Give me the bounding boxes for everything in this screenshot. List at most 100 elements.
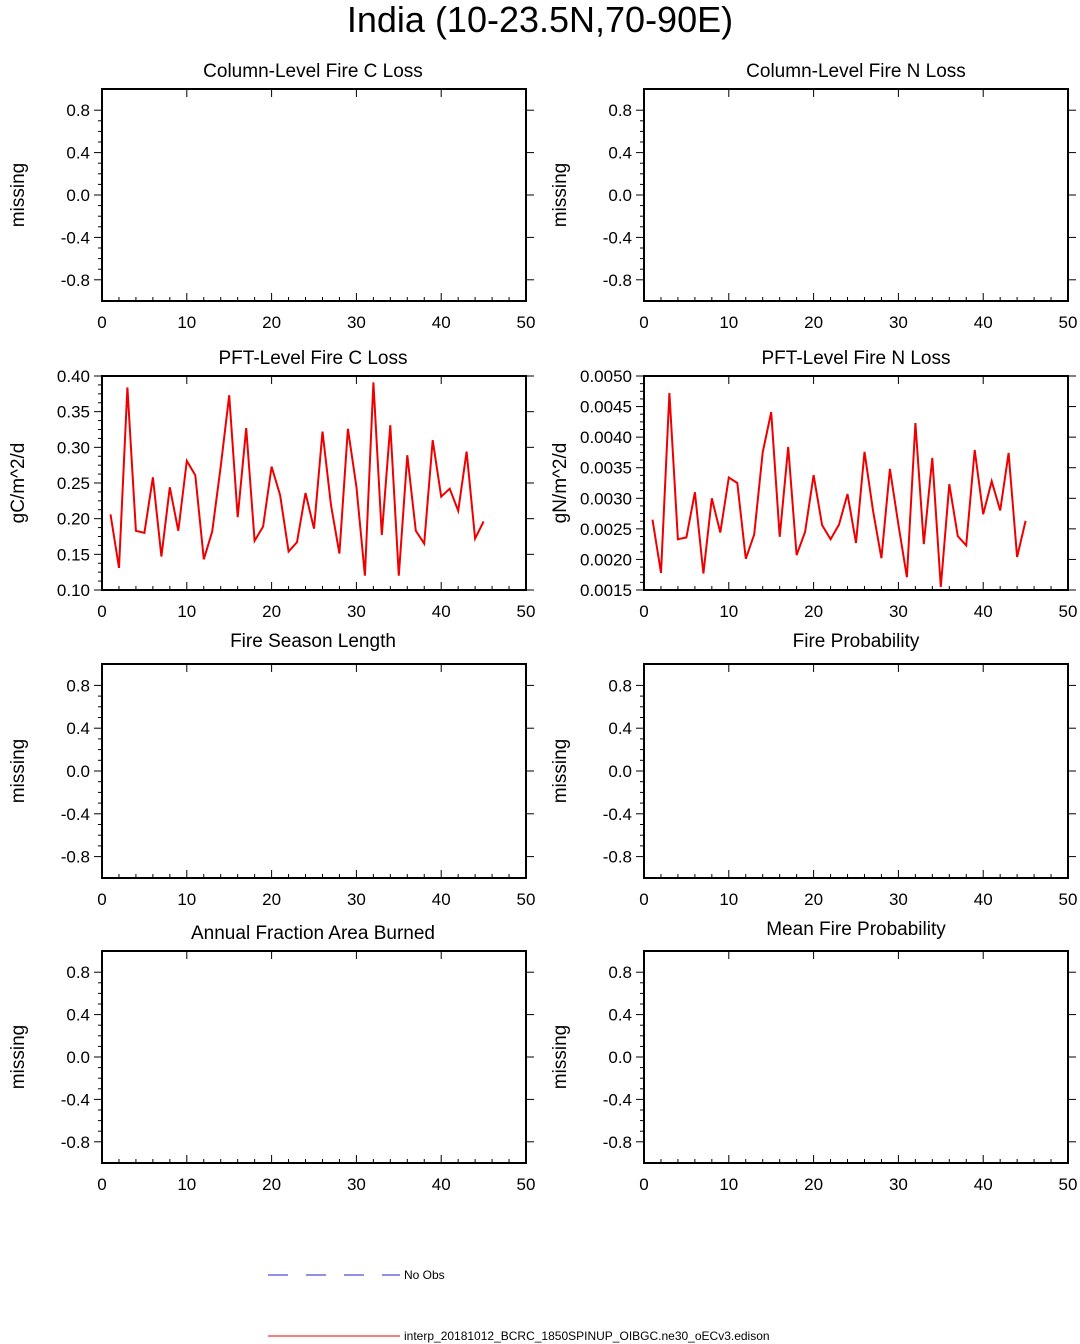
y-tick-label: 0.0 (608, 1048, 632, 1067)
plot-frame (101, 950, 527, 1164)
y-tick-label: -0.4 (61, 805, 90, 824)
y-axis-label: missing (8, 163, 29, 227)
x-tick-label: 30 (347, 890, 366, 909)
x-tick-label: 20 (262, 313, 281, 332)
legend-label-no-obs: No Obs (404, 1268, 445, 1282)
x-tick-label: 40 (432, 602, 451, 621)
y-tick-label: 0.8 (608, 676, 632, 695)
legend: No Obs interp_20181012_BCRC_1850SPINUP_O… (268, 1268, 770, 1343)
y-tick-label: 0.8 (608, 963, 632, 982)
y-tick-label: 0.30 (57, 438, 90, 457)
plot-frame (643, 88, 1069, 302)
chart-panel: 0 10 20 30 40 50 0.10 0.15 0.20 0.25 0.30 0.35 0.40 P… (8, 348, 535, 621)
x-tick-label: 30 (889, 890, 908, 909)
panels: 0 10 20 30 40 50 -0.8 -0.4 0.0 0.4 0.8 Column-Level… (8, 61, 1077, 1194)
y-tick-label: -0.8 (61, 271, 90, 290)
y-axis-label: gN/m^2/d (550, 443, 571, 524)
x-tick-label: 0 (639, 1175, 648, 1194)
x-tick-label: 20 (804, 890, 823, 909)
panel-title: Fire Season Length (230, 631, 396, 652)
x-tick-label: 20 (262, 1175, 281, 1194)
y-tick-label: 0.0045 (580, 398, 632, 417)
y-tick-label: -0.8 (603, 848, 632, 867)
x-tick-label: 40 (974, 602, 993, 621)
legend-label-model: interp_20181012_BCRC_1850SPINUP_OIBGC.ne… (404, 1329, 770, 1343)
x-tick-label: 0 (97, 602, 106, 621)
x-tick-label: 40 (974, 313, 993, 332)
plot-frame (643, 663, 1069, 879)
figure-title: India (10-23.5N,70-90E) (347, 0, 733, 40)
chart-panel: 0 10 20 30 40 50 -0.8 -0.4 0.0 0.4 0.8 Annual Fract… (8, 923, 535, 1194)
y-tick-label: -0.8 (603, 271, 632, 290)
chart-panel: 0 10 20 30 40 50 -0.8 -0.4 0.0 0.4 0.8 Fire Probabi… (550, 631, 1077, 909)
x-tick-label: 40 (432, 890, 451, 909)
y-tick-label: -0.8 (61, 1133, 90, 1152)
x-tick-label: 30 (889, 602, 908, 621)
y-tick-label: 0.25 (57, 474, 90, 493)
series-line (651, 393, 1027, 587)
chart-panel: 0 10 20 30 40 50 -0.8 -0.4 0.0 0.4 0.8 Column-Level… (8, 61, 535, 332)
y-tick-label: 0.0 (608, 762, 632, 781)
series-line (109, 382, 485, 576)
x-tick-label: 0 (97, 1175, 106, 1194)
x-tick-label: 10 (177, 1175, 196, 1194)
panel-title: Fire Probability (793, 631, 920, 652)
plot-frame (101, 663, 527, 879)
y-tick-label: 0.0040 (580, 428, 632, 447)
y-tick-label: 0.4 (608, 144, 632, 163)
y-tick-label: 0.8 (66, 101, 90, 120)
x-tick-label: 50 (517, 313, 536, 332)
x-tick-label: 50 (1059, 890, 1078, 909)
chart-panel: 0 10 20 30 40 50 0.0015 0.0020 0.0025 0.0030 0.003… (550, 348, 1077, 621)
x-tick-label: 20 (804, 313, 823, 332)
panel-title: Annual Fraction Area Burned (191, 923, 435, 944)
x-tick-label: 30 (347, 1175, 366, 1194)
y-tick-label: 0.0020 (580, 550, 632, 569)
panel-title: Column-Level Fire N Loss (746, 61, 966, 82)
y-tick-label: -0.4 (61, 228, 90, 247)
x-tick-label: 10 (177, 890, 196, 909)
y-axis-label: missing (8, 739, 29, 803)
x-tick-label: 0 (97, 313, 106, 332)
y-tick-label: 0.4 (66, 144, 90, 163)
x-tick-label: 50 (1059, 1175, 1078, 1194)
x-tick-label: 30 (347, 313, 366, 332)
x-tick-label: 50 (517, 1175, 536, 1194)
chart-panel: 0 10 20 30 40 50 -0.8 -0.4 0.0 0.4 0.8 Column-Level… (550, 61, 1077, 332)
y-tick-label: -0.4 (603, 228, 632, 247)
y-tick-label: -0.4 (603, 1090, 632, 1109)
chart-panel: 0 10 20 30 40 50 -0.8 -0.4 0.0 0.4 0.8 Mean Fire Pr… (550, 919, 1077, 1194)
y-tick-label: 0.35 (57, 403, 90, 422)
x-tick-label: 20 (804, 602, 823, 621)
x-tick-label: 40 (432, 313, 451, 332)
y-tick-label: 0.0050 (580, 367, 632, 386)
x-tick-label: 10 (177, 602, 196, 621)
panel-title: Mean Fire Probability (766, 919, 946, 940)
x-tick-label: 20 (262, 602, 281, 621)
x-tick-label: 10 (719, 890, 738, 909)
x-tick-label: 10 (719, 602, 738, 621)
x-tick-label: 40 (974, 890, 993, 909)
y-tick-label: 0.0035 (580, 459, 632, 478)
x-tick-label: 40 (432, 1175, 451, 1194)
y-tick-label: 0.4 (66, 1006, 90, 1025)
plot-frame (101, 88, 527, 302)
y-axis-label: gC/m^2/d (8, 443, 29, 524)
x-tick-label: 0 (639, 313, 648, 332)
x-tick-label: 10 (719, 313, 738, 332)
y-tick-label: 0.40 (57, 367, 90, 386)
panel-title: Column-Level Fire C Loss (203, 61, 423, 82)
y-tick-label: -0.8 (61, 848, 90, 867)
y-tick-label: 0.0025 (580, 520, 632, 539)
chart-panel: 0 10 20 30 40 50 -0.8 -0.4 0.0 0.4 0.8 Fire Season … (8, 631, 535, 909)
x-tick-label: 0 (97, 890, 106, 909)
x-tick-label: 50 (517, 602, 536, 621)
x-tick-label: 30 (889, 313, 908, 332)
y-tick-label: -0.4 (61, 1090, 90, 1109)
y-tick-label: -0.8 (603, 1133, 632, 1152)
y-tick-label: 0.10 (57, 581, 90, 600)
y-axis-label: missing (550, 1025, 571, 1089)
y-tick-label: 0.8 (66, 676, 90, 695)
y-axis-label: missing (8, 1025, 29, 1089)
